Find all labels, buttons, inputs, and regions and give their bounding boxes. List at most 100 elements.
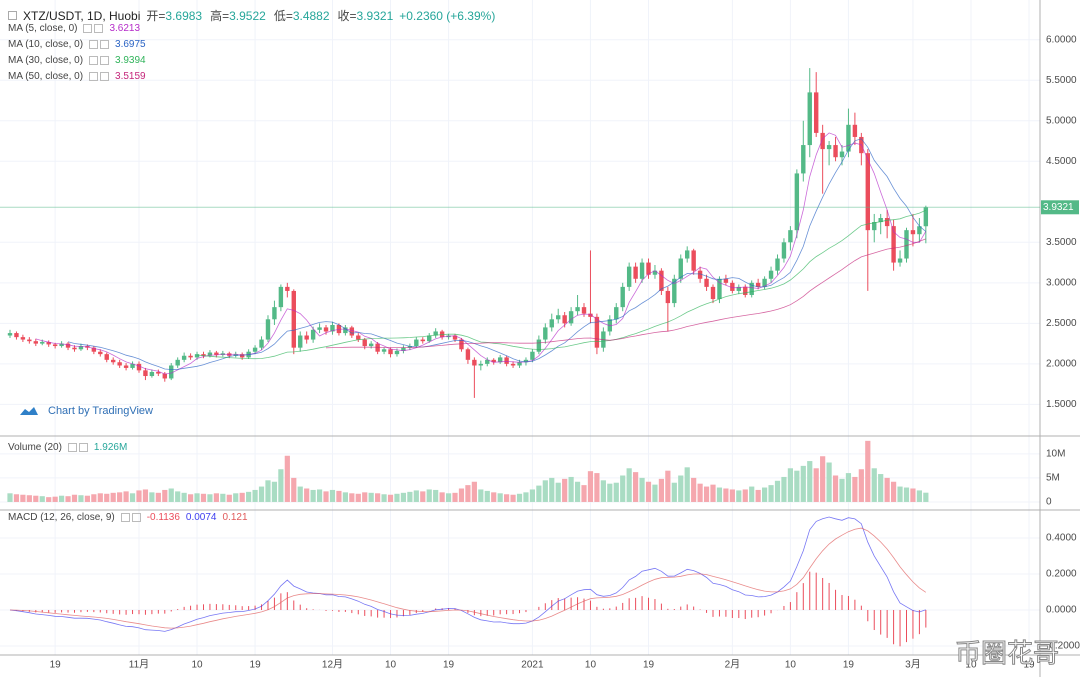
candle-body — [7, 333, 13, 336]
candle-body — [614, 307, 619, 320]
volume-bar — [149, 492, 155, 502]
candle-body — [310, 329, 316, 340]
legend-name: MA (30, close, 0) — [8, 55, 84, 66]
volume-bar — [794, 470, 800, 502]
candle-body — [104, 354, 109, 360]
candle-body — [420, 339, 425, 342]
candle-body — [743, 286, 748, 295]
legend-controls[interactable] — [89, 56, 110, 65]
volume-bar — [465, 485, 471, 502]
x-tick-label: 10 — [785, 660, 797, 671]
credit: Chart by TradingView — [48, 405, 153, 417]
volume-bar — [839, 478, 845, 502]
legend-name: MA (5, close, 0) — [8, 23, 78, 34]
volume-bar — [542, 480, 548, 502]
volume-bar — [639, 477, 645, 502]
volume-bar — [562, 478, 568, 502]
candle-body — [646, 262, 651, 275]
volume-bar — [226, 494, 232, 502]
candle-body — [272, 307, 277, 320]
candle-body — [181, 355, 187, 360]
volume-bar — [710, 484, 716, 502]
candle-body — [362, 339, 367, 347]
volume-bar — [168, 488, 174, 502]
volume-bar — [536, 485, 542, 502]
volume-bar — [407, 491, 413, 502]
candle-body — [175, 359, 180, 366]
legend-controls[interactable] — [120, 513, 141, 522]
volume-bar — [768, 485, 774, 502]
y-tick-label: 0 — [1046, 497, 1052, 508]
candle-body — [872, 222, 877, 231]
volume-bar — [13, 494, 20, 502]
legend-icon — [94, 24, 104, 33]
volume-bar — [671, 482, 677, 502]
candle-body — [91, 347, 97, 352]
candle-body — [659, 270, 664, 291]
legend-name: MA (50, close, 0) — [8, 71, 84, 82]
collapse-icon[interactable] — [8, 11, 17, 20]
volume-bar — [523, 492, 529, 502]
candle-body — [807, 92, 812, 146]
volume-bar — [587, 471, 594, 502]
legend-icon — [131, 513, 141, 522]
volume-bar — [233, 493, 239, 502]
volume-bar — [820, 456, 826, 502]
volume-bar — [916, 490, 922, 502]
candle-body — [639, 262, 645, 279]
x-tick-label: 19 — [443, 660, 455, 671]
candle-body — [201, 354, 206, 356]
candle-body — [788, 230, 793, 243]
candle-body — [459, 339, 464, 350]
volume-bar — [878, 474, 884, 502]
candle-body — [349, 327, 355, 336]
candle-body — [394, 350, 400, 355]
candle-body — [194, 354, 200, 358]
candle-body — [672, 278, 677, 304]
volume-bar — [755, 489, 761, 502]
legend-controls[interactable] — [89, 40, 110, 49]
candle-body — [52, 344, 58, 347]
volume-bar — [452, 492, 458, 502]
ohlc-value: 3.4882 — [292, 9, 330, 23]
x-tick-label: 19 — [843, 660, 855, 671]
x-tick-label: 19 — [643, 660, 655, 671]
legend-value: 1.926M — [93, 442, 128, 453]
y-tick-label: 5.0000 — [1046, 115, 1077, 126]
volume-bar — [613, 482, 619, 502]
legend-controls[interactable] — [83, 24, 104, 33]
volume-bar — [910, 488, 916, 502]
volume-bar — [200, 493, 207, 502]
volume-bar — [729, 489, 735, 502]
volume-bar — [678, 475, 684, 502]
candle-body — [414, 339, 419, 347]
legend-controls[interactable] — [89, 72, 110, 81]
legend-controls[interactable] — [67, 443, 88, 452]
candle-body — [568, 311, 574, 324]
candle-body — [252, 347, 258, 352]
candle-body — [691, 250, 696, 271]
y-tick-label: 5.5000 — [1046, 75, 1077, 86]
candle-body — [33, 341, 38, 344]
legend-icon — [83, 24, 93, 33]
volume-bar — [104, 493, 110, 502]
volume-bar — [529, 489, 536, 502]
moving-average — [67, 138, 927, 370]
legend-row: MA (5, close, 0) 3.6213 — [8, 23, 140, 34]
volume-bar — [362, 492, 368, 502]
volume-bar — [497, 493, 503, 502]
y-tick-label: 0.0000 — [1046, 605, 1077, 616]
y-tick-label: 2.0000 — [1046, 359, 1077, 370]
x-tick-label: 10 — [585, 660, 597, 671]
volume-bar — [445, 493, 452, 502]
volume-bar — [304, 488, 310, 502]
x-tick-label: 10 — [385, 660, 397, 671]
volume-bar — [213, 493, 219, 502]
volume-bar — [368, 492, 374, 502]
candle-body — [323, 327, 329, 332]
ohlc-value: 3.6983 — [165, 9, 203, 23]
volume-bar — [645, 481, 652, 502]
candle-body — [897, 258, 903, 263]
volume-bar — [852, 476, 858, 502]
